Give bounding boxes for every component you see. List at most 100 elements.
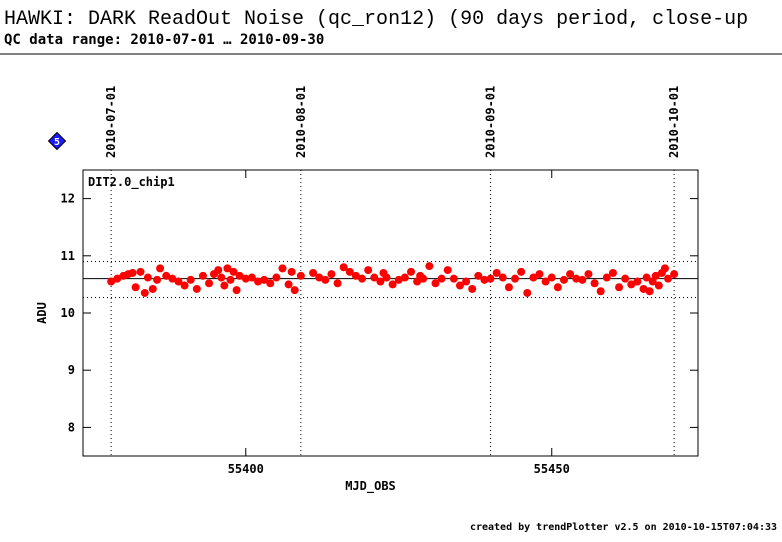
data-point [553, 283, 562, 292]
data-point [511, 274, 520, 283]
data-point [156, 264, 165, 273]
data-point [287, 267, 296, 276]
data-point [419, 274, 428, 283]
data-point [321, 275, 330, 284]
series-label: DIT2.0_chip1 [88, 175, 175, 190]
data-point [559, 275, 568, 284]
data-point [468, 284, 477, 293]
data-point [272, 273, 281, 282]
data-point [608, 268, 617, 277]
data-point [128, 268, 137, 277]
data-point [235, 271, 244, 280]
data-point [498, 273, 507, 282]
data-point [296, 271, 305, 280]
data-point [260, 275, 269, 284]
data-point [425, 262, 434, 271]
badge: 5 [47, 131, 67, 151]
data-point [443, 266, 452, 275]
data-point [198, 271, 207, 280]
chart-title: HAWKI: DARK ReadOut Noise (qc_ron12) (90… [4, 8, 748, 31]
data-point [633, 277, 642, 286]
data-point [660, 264, 669, 273]
data-point [143, 273, 152, 282]
data-point [229, 267, 238, 276]
data-point [535, 270, 544, 279]
date-tick-label: 2010-08-01 [294, 86, 308, 158]
data-point [645, 287, 654, 296]
data-point [339, 263, 348, 272]
data-point [639, 284, 648, 293]
data-point [462, 277, 471, 286]
data-point [602, 273, 611, 282]
data-point [394, 275, 403, 284]
data-point [664, 274, 673, 283]
data-point [492, 268, 501, 277]
data-point [376, 277, 385, 286]
data-point [351, 271, 360, 280]
data-point [578, 275, 587, 284]
data-point [621, 274, 630, 283]
data-point [523, 288, 532, 297]
data-point [186, 275, 195, 284]
data-point [627, 280, 636, 289]
y-axis-label: ADU [35, 302, 49, 324]
data-point [266, 279, 275, 288]
data-point [654, 281, 663, 290]
data-point [388, 280, 397, 289]
data-point [278, 264, 287, 273]
plot-frame [82, 169, 699, 457]
data-point [205, 279, 214, 288]
data-point [486, 274, 495, 283]
data-point [358, 274, 367, 283]
data-point [333, 279, 342, 288]
data-point [180, 281, 189, 290]
data-point [284, 280, 293, 289]
y-tick-label: 10 [61, 306, 75, 320]
data-point [541, 277, 550, 286]
data-point [474, 271, 483, 280]
data-point [407, 267, 415, 276]
data-point [140, 288, 149, 297]
data-point [223, 264, 232, 273]
data-point [220, 281, 229, 290]
data-point [529, 273, 538, 282]
x-tick-label: 55400 [228, 462, 264, 476]
data-point [153, 275, 162, 284]
y-tick-label: 12 [61, 192, 75, 206]
data-point [370, 273, 379, 282]
data-point [504, 283, 513, 292]
data-point [642, 273, 651, 282]
data-point [214, 266, 223, 275]
data-point [437, 274, 446, 283]
data-point [131, 283, 140, 292]
data-point [315, 273, 324, 282]
data-point [309, 268, 318, 277]
data-point [107, 277, 116, 286]
data-point [615, 283, 624, 292]
data-point [584, 270, 593, 279]
data-point [382, 273, 391, 282]
y-tick-label: 8 [68, 420, 75, 434]
data-point [345, 267, 354, 276]
data-point [113, 274, 122, 283]
data-point [226, 275, 235, 284]
data-point [217, 273, 226, 282]
data-point [364, 266, 373, 275]
data-point [174, 277, 183, 286]
y-tick-label: 9 [68, 363, 75, 377]
data-point [254, 277, 263, 286]
data-point [400, 273, 409, 282]
data-point [148, 284, 157, 293]
date-tick-label: 2010-09-01 [484, 86, 498, 158]
data-point [480, 275, 489, 284]
data-point [162, 271, 171, 280]
data-point [455, 281, 464, 290]
data-point [241, 274, 250, 283]
footer: created by trendPlotter v2.5 on 2010-10-… [470, 522, 777, 533]
x-axis-label: MJD_OBS [345, 479, 396, 494]
data-point [431, 279, 440, 288]
badge-diamond [47, 131, 67, 151]
date-tick-label: 2010-07-01 [104, 86, 118, 158]
data-point [596, 287, 605, 296]
